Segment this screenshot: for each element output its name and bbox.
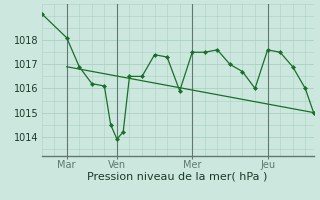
X-axis label: Pression niveau de la mer( hPa ): Pression niveau de la mer( hPa ): [87, 172, 268, 182]
